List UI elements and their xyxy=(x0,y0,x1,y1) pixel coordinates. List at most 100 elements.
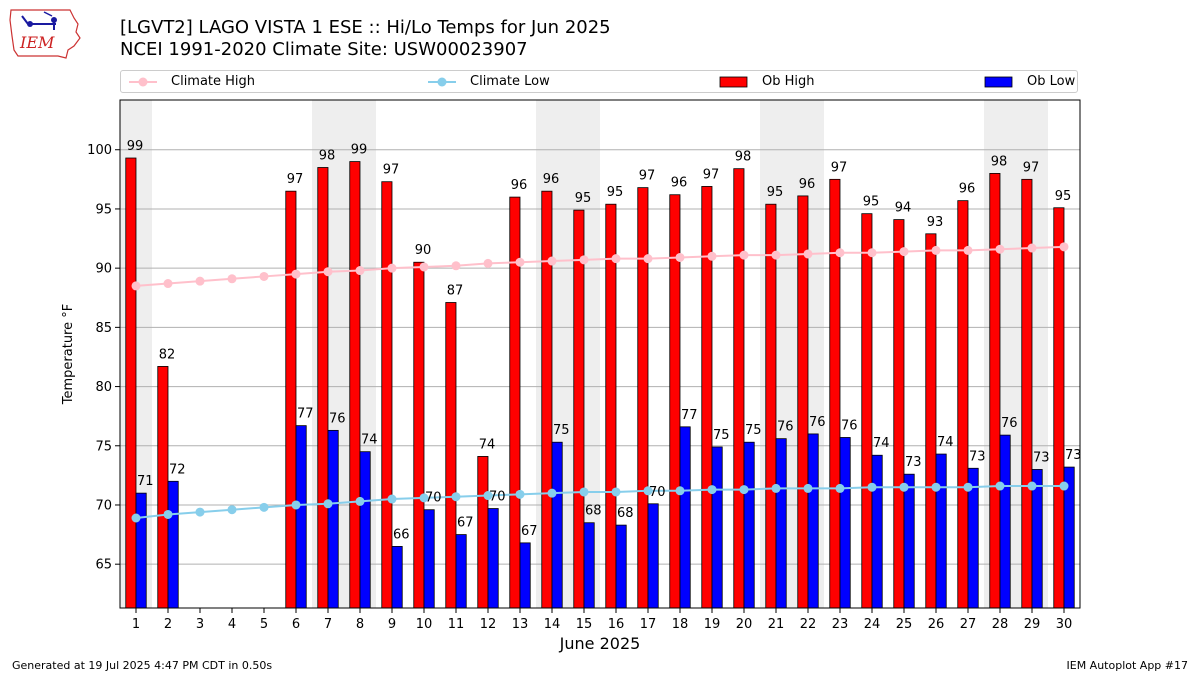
climate-low-point-27 xyxy=(963,482,973,492)
climate-high-point-4 xyxy=(227,274,237,284)
ob-high-bar-11 xyxy=(445,302,457,609)
ob-low-bar-10 xyxy=(423,509,435,609)
climate-high-point-14 xyxy=(547,256,557,266)
climate-high-point-23 xyxy=(835,248,845,258)
climate-high-point-29 xyxy=(1027,243,1037,253)
climate-low-point-1 xyxy=(131,513,141,523)
x-tick-label-23: 23 xyxy=(832,617,849,632)
x-tick-label-13: 13 xyxy=(512,617,529,632)
climate-high-point-19 xyxy=(707,251,717,261)
y-tick-label-95: 95 xyxy=(95,202,112,217)
climate-high-point-26 xyxy=(931,245,941,255)
ob-low-bar-23 xyxy=(839,437,851,609)
ob-low-bar-13 xyxy=(519,542,531,609)
x-tick-label-3: 3 xyxy=(196,617,204,632)
x-tick-label-9: 9 xyxy=(388,617,396,632)
x-tick-label-15: 15 xyxy=(576,617,593,632)
climate-low-point-5 xyxy=(259,502,269,512)
ob-low-label-15: 68 xyxy=(585,504,602,519)
ob-low-bar-2 xyxy=(167,480,179,609)
y-tick-label-90: 90 xyxy=(95,262,112,277)
ob-high-bar-7 xyxy=(317,167,329,609)
ob-low-label-10: 70 xyxy=(425,491,442,506)
climate-high-point-12 xyxy=(483,258,493,268)
climate-low-point-22 xyxy=(803,483,813,493)
x-tick-label-8: 8 xyxy=(356,617,364,632)
x-tick-label-10: 10 xyxy=(416,617,433,632)
legend: Climate High Climate Low Ob High Ob Low xyxy=(120,70,1078,93)
ob-high-bar-19 xyxy=(701,186,713,609)
climate-high-point-2 xyxy=(163,279,173,289)
ob-high-label-30: 95 xyxy=(1055,189,1072,204)
ob-low-label-17: 70 xyxy=(649,485,666,500)
ob-low-label-16: 68 xyxy=(617,506,634,521)
ob-high-bar-8 xyxy=(349,161,361,609)
ob-low-label-27: 73 xyxy=(969,449,986,464)
climate-high-line xyxy=(135,245,1065,287)
ob-high-bar-9 xyxy=(381,181,393,609)
climate-low-point-15 xyxy=(579,487,589,497)
ob-high-bar-17 xyxy=(637,187,649,609)
climate-low-point-16 xyxy=(611,487,621,497)
ob-low-label-12: 70 xyxy=(489,490,506,505)
ob-low-label-29: 73 xyxy=(1033,450,1050,465)
ob-low-label-28: 76 xyxy=(1001,416,1018,431)
ob-high-label-14: 96 xyxy=(543,172,560,187)
ob-high-bar-22 xyxy=(797,195,809,609)
y-tick-label-100: 100 xyxy=(87,143,112,158)
climate-low-point-30 xyxy=(1059,481,1069,491)
chart-subtitle: NCEI 1991-2020 Climate Site: USW00023907 xyxy=(120,39,528,60)
climate-low-point-19 xyxy=(707,485,717,495)
x-tick-label-28: 28 xyxy=(992,617,1009,632)
x-tick-label-20: 20 xyxy=(736,617,753,632)
y-axis-label: Temperature °F xyxy=(61,304,76,405)
ob-low-bar-6 xyxy=(295,425,307,609)
climate-high-point-25 xyxy=(899,247,909,257)
x-tick-label-14: 14 xyxy=(544,617,561,632)
x-tick-label-2: 2 xyxy=(164,617,172,632)
ob-low-label-20: 75 xyxy=(745,423,762,438)
ob-high-bar-24 xyxy=(861,213,873,609)
climate-low-line xyxy=(135,485,1064,519)
ob-high-bar-27 xyxy=(957,200,969,609)
generated-timestamp: Generated at 19 Jul 2025 4:47 PM CDT in … xyxy=(12,659,273,672)
ob-low-label-1: 71 xyxy=(137,474,154,489)
chart-title: [LGVT2] LAGO VISTA 1 ESE :: Hi/Lo Temps … xyxy=(120,17,611,38)
climate-high-point-17 xyxy=(643,254,653,264)
x-tick-label-16: 16 xyxy=(608,617,625,632)
climate-low-point-8 xyxy=(355,496,365,506)
climate-low-point-25 xyxy=(899,482,909,492)
ob-high-label-28: 98 xyxy=(991,154,1008,169)
x-axis-label: June 2025 xyxy=(559,634,641,653)
ob-high-bar-20 xyxy=(733,168,745,609)
climate-low-point-23 xyxy=(835,483,845,493)
ob-low-label-6: 77 xyxy=(297,407,314,422)
plot-frame xyxy=(119,99,1081,609)
weekend-shading-day-21 xyxy=(760,100,792,608)
climate-low-point-18 xyxy=(675,486,685,496)
ob-low-bar-7 xyxy=(327,429,339,609)
ob-low-label-14: 75 xyxy=(553,423,570,438)
y-tick-label-65: 65 xyxy=(95,558,112,573)
ob-low-label-25: 73 xyxy=(905,455,922,470)
climate-high-point-27 xyxy=(963,245,973,255)
ob-low-label-23: 76 xyxy=(841,418,858,433)
x-tick-label-25: 25 xyxy=(896,617,913,632)
ob-low-label-8: 74 xyxy=(361,433,378,448)
ob-low-bar-8 xyxy=(359,451,371,609)
x-tick-label-26: 26 xyxy=(928,617,945,632)
climate-high-point-10 xyxy=(419,262,429,272)
logo-text: IEM xyxy=(19,33,55,52)
climate-high-point-7 xyxy=(323,267,333,277)
ob-high-label-22: 96 xyxy=(799,177,816,192)
ob-high-label-25: 94 xyxy=(895,201,912,216)
climate-high-point-21 xyxy=(771,250,781,260)
ob-low-label-22: 76 xyxy=(809,415,826,430)
ob-low-bar-21 xyxy=(775,438,787,609)
climate-low-point-29 xyxy=(1027,481,1037,491)
ob-high-bar-18 xyxy=(669,194,681,609)
ob-high-label-17: 97 xyxy=(639,169,656,184)
ob-low-label-19: 75 xyxy=(713,428,730,443)
ob-high-bar-2 xyxy=(157,366,169,609)
